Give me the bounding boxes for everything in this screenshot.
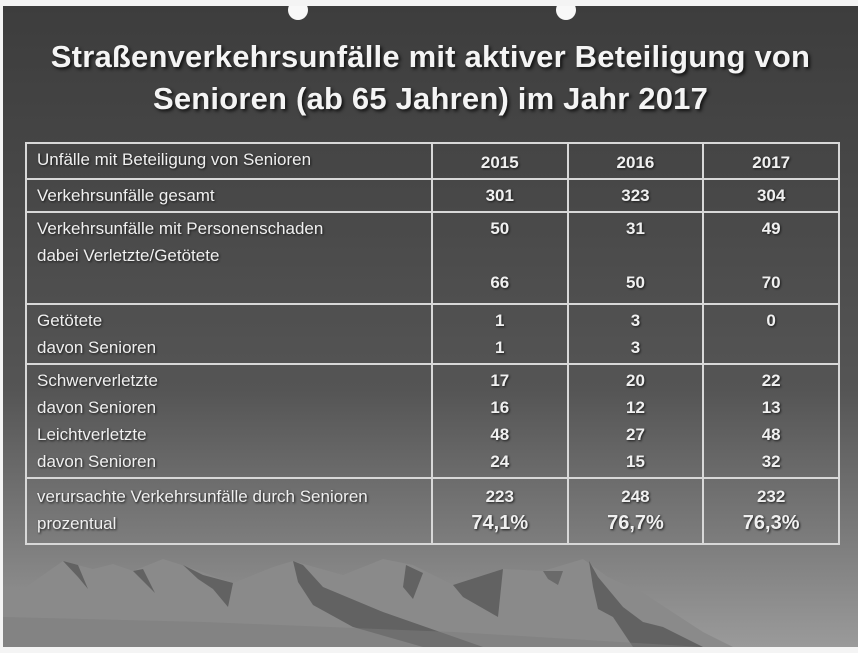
row-label: verursachte Verkehrsunfälle durch Senior… [25,477,433,545]
table-header-row: Unfälle mit Beteiligung von Senioren 201… [25,142,840,180]
cell-2017: 22 13 48 32 [702,363,840,479]
cell-2017: 49 70 [702,211,840,305]
header-year-2017: 2017 [702,142,840,180]
title-line-1: Straßenverkehrsunfälle mit aktiver Betei… [50,39,811,74]
cell-2015: 223 74,1% [430,477,569,545]
table-row-injuries: Schwerverletzte davon Senioren Leichtver… [25,363,840,479]
row-label: Verkehrsunfälle gesamt [25,178,433,213]
table-row-fatalities: Getötete davon Senioren 1 1 3 3 0 [25,303,840,365]
page-title: Straßenverkehrsunfälle mit aktiver Betei… [3,36,858,120]
table-row-personal-injury: Verkehrsunfälle mit Personenschaden dabe… [25,211,840,305]
cell-2016: 20 12 27 15 [566,363,705,479]
row-label: Schwerverletzte davon Senioren Leichtver… [25,363,433,479]
cell-2015: 17 16 48 24 [430,363,569,479]
cell-2017: 0 [702,303,840,365]
poster-sheet: Straßenverkehrsunfälle mit aktiver Betei… [3,6,858,647]
row-label: Verkehrsunfälle mit Personenschaden dabe… [25,211,433,305]
cell-2015: 1 1 [430,303,569,365]
title-line-2: Senioren (ab 65 Jahren) im Jahr 2017 [152,81,709,116]
cell-2015: 50 66 [430,211,569,305]
header-year-2016: 2016 [566,142,705,180]
punch-hole [288,6,308,20]
cell-2016: 323 [566,178,705,213]
cell-2017: 304 [702,178,840,213]
header-label: Unfälle mit Beteiligung von Senioren [25,142,433,180]
statistics-table: Unfälle mit Beteiligung von Senioren 201… [25,142,840,545]
cell-2016: 248 76,7% [566,477,705,545]
mountain-silhouette-illustration [3,559,733,647]
punch-hole [556,6,576,20]
table-row-total-accidents: Verkehrsunfälle gesamt 301 323 304 [25,178,840,213]
table-row-caused-by-seniors: verursachte Verkehrsunfälle durch Senior… [25,477,840,545]
cell-2016: 3 3 [566,303,705,365]
header-year-2015: 2015 [430,142,569,180]
row-label: Getötete davon Senioren [25,303,433,365]
cell-2015: 301 [430,178,569,213]
cell-2017: 232 76,3% [702,477,840,545]
cell-2016: 31 50 [566,211,705,305]
